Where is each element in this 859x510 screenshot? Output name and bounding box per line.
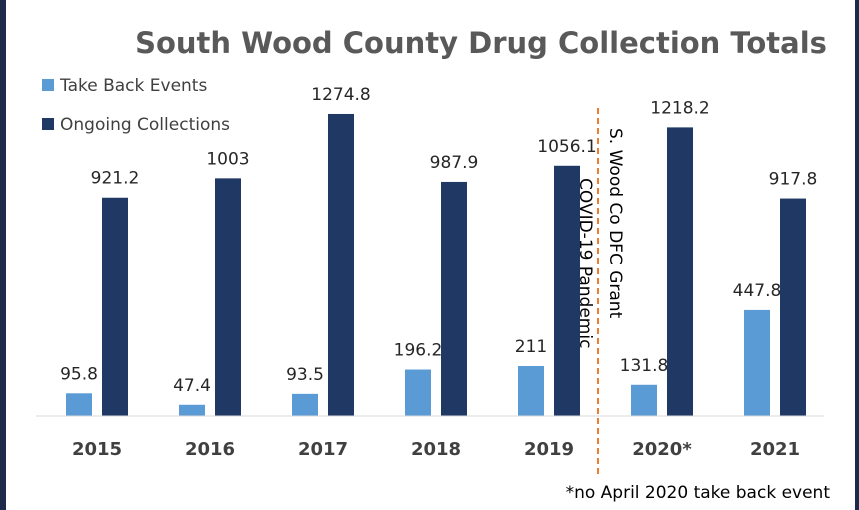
chart-frame: South Wood County Drug Collection Totals… — [6, 0, 855, 510]
bar-take-back-2015 — [66, 393, 92, 416]
bar-ongoing-2019 — [554, 165, 580, 416]
legend-label-take-back: Take Back Events — [59, 76, 207, 96]
category-label-2017: 2017 — [298, 439, 348, 460]
bars — [66, 113, 806, 416]
data-label-ongoing-2017: 1274.8 — [311, 85, 370, 105]
data-label-take-back-2016: 47.4 — [173, 376, 211, 396]
bar-take-back-2019 — [518, 366, 544, 416]
legend-swatch-take-back — [42, 79, 54, 91]
data-label-ongoing-2018: 987.9 — [430, 153, 479, 173]
bar-ongoing-2020 — [667, 127, 693, 416]
data-label-ongoing-2015: 921.2 — [91, 169, 140, 189]
bar-take-back-2018 — [405, 369, 431, 416]
data-label-take-back-2018: 196.2 — [394, 341, 443, 361]
legend: Take Back Events Ongoing Collections — [42, 76, 230, 135]
bar-take-back-2016 — [179, 404, 205, 416]
category-labels: 2015 2016 2017 2018 2019 2020* 2021 — [72, 439, 800, 460]
category-label-2019: 2019 — [524, 439, 574, 460]
category-label-2016: 2016 — [185, 439, 235, 460]
data-label-take-back-2019: 211 — [515, 337, 547, 357]
data-label-take-back-2020: 131.8 — [620, 356, 669, 376]
bar-chart: South Wood County Drug Collection Totals… — [36, 26, 831, 503]
bar-take-back-2017 — [292, 393, 318, 416]
category-label-2021: 2021 — [750, 439, 800, 460]
covid-pandemic-annotation: COVID-19 Pandemic — [575, 178, 595, 348]
category-label-2018: 2018 — [411, 439, 461, 460]
legend-label-ongoing: Ongoing Collections — [60, 115, 230, 135]
category-label-2015: 2015 — [72, 439, 122, 460]
data-label-ongoing-2020: 1218.2 — [650, 98, 709, 118]
footnote: *no April 2020 take back event — [566, 483, 831, 503]
bar-ongoing-2021 — [780, 198, 806, 416]
data-label-take-back-2015: 95.8 — [60, 364, 98, 384]
chart-title: South Wood County Drug Collection Totals — [135, 26, 827, 60]
bar-ongoing-2018 — [441, 181, 467, 416]
bar-ongoing-2017 — [328, 113, 354, 416]
bar-ongoing-2016 — [215, 178, 241, 416]
bar-ongoing-2015 — [102, 197, 128, 416]
legend-swatch-ongoing — [42, 118, 54, 130]
bar-take-back-2020 — [631, 384, 657, 416]
data-label-ongoing-2021: 917.8 — [769, 170, 818, 190]
data-label-ongoing-2019: 1056.1 — [537, 137, 596, 157]
dfc-grant-annotation: S. Wood Co DFC Grant — [605, 128, 625, 319]
data-label-take-back-2017: 93.5 — [286, 365, 324, 385]
bar-take-back-2021 — [744, 309, 770, 416]
data-label-take-back-2021: 447.8 — [733, 281, 782, 301]
data-labels: 95.8 921.2 47.4 1003 93.5 1274.8 196.2 987.9 211… — [60, 85, 817, 396]
data-label-ongoing-2016: 1003 — [206, 149, 249, 169]
category-label-2020: 2020* — [632, 439, 692, 460]
